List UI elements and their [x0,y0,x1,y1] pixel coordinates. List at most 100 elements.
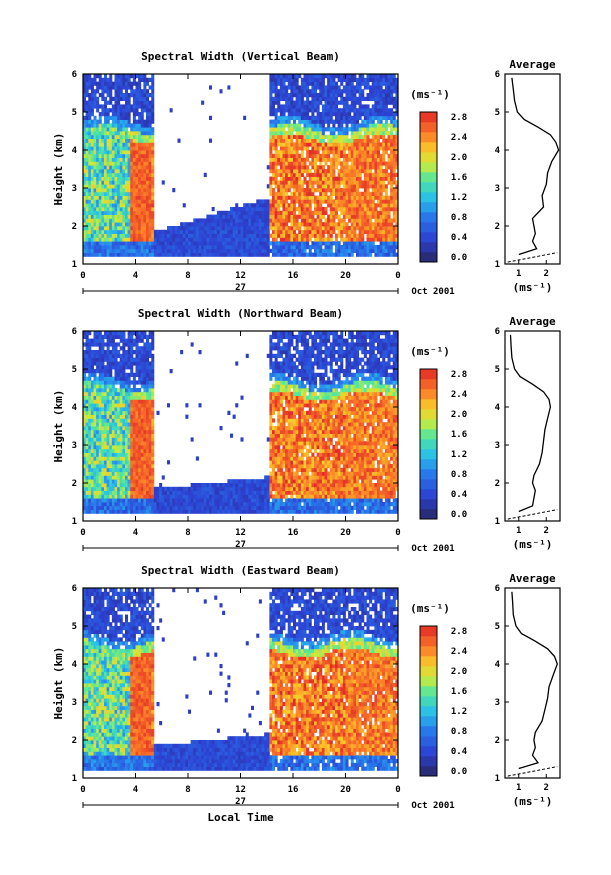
heatmap-cell [395,207,399,212]
heatmap-cell [379,127,383,132]
heatmap-cell [172,188,176,193]
heatmap-cell [316,100,320,105]
heatmap-cell [374,233,378,238]
heatmap-cell [387,131,391,136]
heatmap-cell [96,96,100,101]
heatmap-cell [366,153,370,158]
heatmap-cell [356,123,360,128]
heatmap-cell [337,229,341,234]
heatmap-cell [88,410,92,415]
heatmap-cell [327,188,331,193]
heatmap-cell [335,74,339,79]
heatmap-cell [146,180,150,185]
heatmap-cell [90,252,94,257]
heatmap-cell [314,157,318,162]
heatmap-cell [290,195,294,200]
heatmap-cell [243,115,247,120]
heatmap-cell [314,108,318,113]
heatmap-cell [282,153,286,158]
heatmap-cell [298,199,302,204]
heatmap-cell [83,252,87,257]
heatmap-cell [104,180,108,185]
heatmap-cell [132,437,136,442]
heatmap-cell [203,245,207,250]
heatmap-cell [111,448,115,453]
heatmap-cell [93,180,97,185]
heatmap-cell [138,100,142,105]
heatmap-cell [140,104,144,109]
heatmap-cell [298,138,302,143]
heatmap-cell [125,361,129,366]
heatmap-cell [148,119,152,124]
heatmap-cell [335,199,339,204]
heatmap-cell [337,214,341,219]
heatmap-cell [279,112,283,117]
heatmap-cell [109,74,113,79]
heatmap-cell [114,176,118,181]
heatmap-cell [135,353,139,358]
heatmap-cell [151,77,155,82]
heatmap-cell [327,169,331,174]
heatmap-cell [324,96,328,101]
heatmap-cell [374,127,378,132]
heatmap-cell [127,96,131,101]
heatmap-cell [314,138,318,143]
heatmap-cell [90,222,94,227]
heatmap-cell [371,134,375,139]
heatmap-cell [138,176,142,181]
heatmap-cell [327,233,331,238]
heatmap-cell [332,123,336,128]
heatmap-cell [90,104,94,109]
heatmap-cell [321,89,325,94]
heatmap-cell [135,391,139,396]
heatmap-cell [122,464,126,469]
heatmap-cell [237,245,241,250]
heatmap-cell [117,115,121,120]
heatmap-cell [335,203,339,208]
heatmap-cell [206,229,210,234]
heatmap-cell [104,479,108,484]
heatmap-cell [117,93,121,98]
heatmap-cell [127,429,131,434]
heatmap-cell [146,89,150,94]
heatmap-cell [185,245,189,250]
heatmap-cell [350,134,354,139]
heatmap-cell [132,505,136,510]
heatmap-cell [98,248,102,253]
heatmap-cell [371,241,375,246]
heatmap-cell [111,131,115,136]
heatmap-cell [93,210,97,215]
heatmap-cell [135,81,139,86]
heatmap-cell [345,104,349,109]
heatmap-cell [135,157,139,162]
heatmap-cell [361,218,365,223]
heatmap-cell [119,123,123,128]
heatmap-cell [319,157,323,162]
heatmap-cell [308,226,312,231]
heatmap-cell [374,85,378,90]
heatmap-cell [109,426,113,431]
heatmap-cell [337,172,341,177]
heatmap-cell [345,241,349,246]
heatmap-cell [193,233,197,238]
heatmap-cell [303,93,307,98]
heatmap-cell [114,395,118,400]
heatmap-cell [222,222,226,227]
heatmap-cell [298,161,302,166]
heatmap-cell [117,372,121,377]
heatmap-cell [366,203,370,208]
heatmap-cell [366,237,370,242]
heatmap-cell [138,85,142,90]
heatmap-cell [361,123,365,128]
heatmap-cell [88,229,92,234]
x-tick-label: 4 [133,271,139,281]
heatmap-cell [119,96,123,101]
heatmap-cell [358,222,362,227]
heatmap-cell [295,188,299,193]
heatmap-cell [140,119,144,124]
heatmap-cell [101,214,105,219]
heatmap-cell [83,142,87,147]
heatmap-cell [392,210,396,215]
heatmap-cell [98,414,102,419]
heatmap-cell [93,207,97,212]
